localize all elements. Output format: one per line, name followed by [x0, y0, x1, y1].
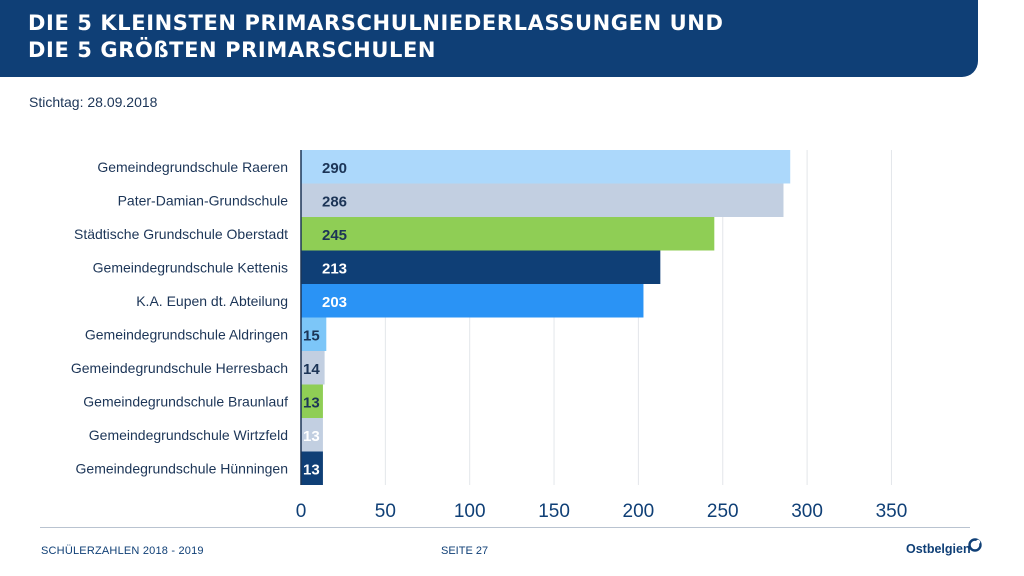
bar-9	[301, 451, 323, 485]
data-label-2: 245	[322, 227, 347, 244]
bar-1	[301, 183, 784, 217]
x-tick-label-100: 100	[454, 501, 486, 522]
category-label-1: Pater-Damian-Grundschule	[118, 192, 289, 208]
category-label-3: Gemeindegrundschule Kettenis	[93, 259, 288, 275]
data-label-6: 14	[303, 361, 320, 378]
page-title-line-1: DIE 5 KLEINSTEN PRIMARSCHULNIEDERLASSUNG…	[28, 11, 724, 35]
bar-8	[301, 418, 323, 452]
bar-chart: 290 Gemeindegrundschule Raeren 286 Pater-Da…	[71, 150, 908, 522]
bar-6	[301, 351, 325, 385]
category-label-7: Gemeindegrundschule Braunlauf	[83, 393, 288, 409]
reference-date: Stichtag: 28.09.2018	[29, 94, 158, 110]
data-label-5: 15	[303, 327, 320, 344]
x-tick-label-250: 250	[707, 501, 739, 522]
bar-4	[301, 284, 644, 318]
bar-0	[301, 150, 791, 184]
category-label-4: K.A. Eupen dt. Abteilung	[136, 293, 288, 309]
bar-7	[301, 384, 323, 418]
x-tick-label-300: 300	[791, 501, 823, 522]
data-label-9: 13	[303, 461, 320, 478]
bar-2	[301, 217, 715, 251]
data-label-0: 290	[322, 160, 347, 177]
x-tick-label-150: 150	[538, 501, 570, 522]
data-label-3: 213	[322, 260, 347, 277]
x-tick-label-350: 350	[876, 501, 908, 522]
bar-5	[301, 317, 327, 351]
category-label-9: Gemeindegrundschule Hünningen	[76, 460, 288, 476]
x-tick-label-200: 200	[623, 501, 655, 522]
logo-mark-icon	[968, 538, 982, 552]
title-banner: DIE 5 KLEINSTEN PRIMARSCHULNIEDERLASSUNG…	[0, 0, 978, 77]
logo-text: Ostbelgien	[906, 542, 971, 556]
category-label-6: Gemeindegrundschule Herresbach	[71, 360, 288, 376]
x-tick-label-0: 0	[296, 501, 307, 522]
bar-3	[301, 250, 661, 284]
category-label-8: Gemeindegrundschule Wirtzfeld	[89, 427, 288, 443]
category-label-2: Städtische Grundschule Oberstadt	[74, 226, 288, 242]
footer-report-title: SCHÜLERZAHLEN 2018 - 2019	[41, 545, 204, 557]
data-label-1: 286	[322, 193, 347, 210]
data-label-4: 203	[322, 294, 347, 311]
x-tick-label-50: 50	[375, 501, 396, 522]
footer-page-number: SEITE 27	[441, 545, 489, 557]
page-title-line-2: DIE 5 GRÖßTEN PRIMARSCHULEN	[28, 38, 437, 62]
category-label-5: Gemeindegrundschule Aldringen	[85, 326, 288, 342]
data-label-8: 13	[303, 428, 320, 445]
category-label-0: Gemeindegrundschule Raeren	[97, 159, 288, 175]
data-label-7: 13	[303, 394, 320, 411]
footer-divider	[40, 527, 970, 528]
